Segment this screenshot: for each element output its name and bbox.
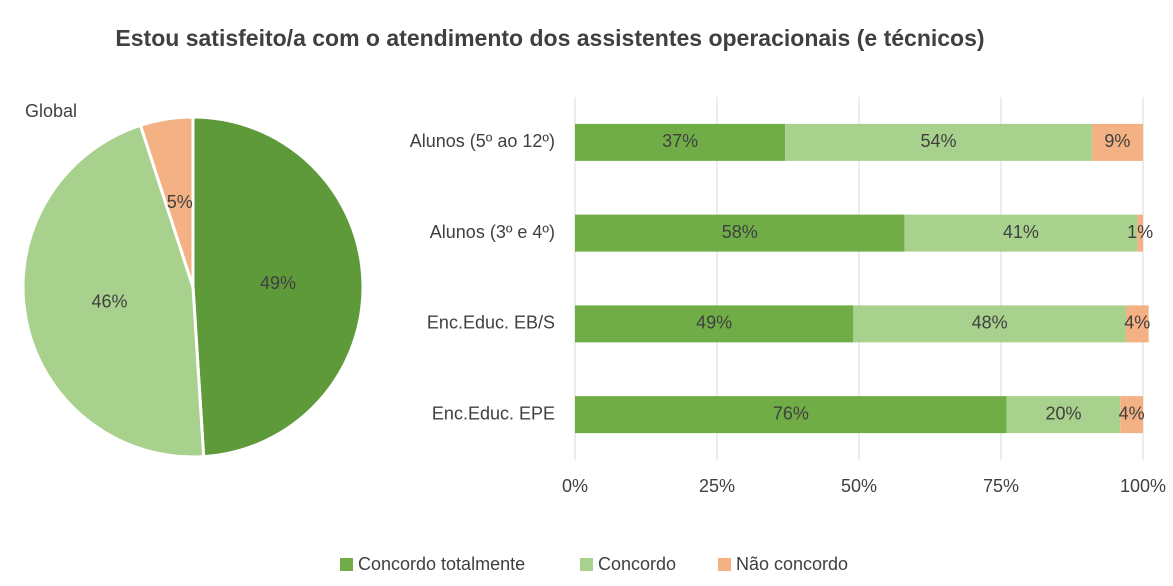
bar-segment	[1091, 123, 1143, 161]
data-label: 76%	[773, 403, 809, 423]
y-tick-label: Alunos (3º e 4º)	[430, 222, 555, 242]
y-tick-label: Enc.Educ. EB/S	[427, 313, 555, 333]
data-label: 54%	[921, 131, 957, 151]
data-label: 58%	[722, 222, 758, 242]
data-label: 46%	[91, 292, 127, 312]
data-label: 4%	[1119, 403, 1145, 423]
y-tick-label: Alunos (5º ao 12º)	[410, 131, 555, 151]
data-label: 9%	[1104, 131, 1130, 151]
x-tick-label: 75%	[983, 476, 1019, 496]
pie-title: Global	[25, 101, 77, 121]
pie-slice	[21, 123, 206, 459]
bar-segment	[904, 214, 1138, 252]
bar-segment	[575, 396, 1007, 434]
data-label: 1%	[1127, 222, 1153, 242]
bar-segment	[853, 305, 1126, 343]
data-label: 5%	[167, 192, 193, 212]
pie-slice	[191, 115, 365, 459]
legend-label: Concordo totalmente	[358, 554, 525, 574]
data-label: 41%	[1003, 222, 1039, 242]
bar-segment	[1137, 214, 1143, 252]
bar-segment	[575, 214, 905, 252]
bar-segment	[575, 123, 786, 161]
data-label: 49%	[696, 313, 732, 333]
legend-label: Concordo	[598, 554, 676, 574]
pie-slice	[138, 115, 195, 288]
bar-segment	[575, 305, 854, 343]
bar-segment	[1125, 305, 1149, 343]
chart-title: Estou satisfeito/a com o atendimento dos…	[115, 25, 985, 51]
legend-swatch	[340, 558, 353, 571]
data-label: 48%	[972, 313, 1008, 333]
x-tick-label: 25%	[699, 476, 735, 496]
x-tick-label: 100%	[1120, 476, 1166, 496]
y-tick-label: Enc.Educ. EPE	[432, 403, 555, 423]
data-label: 20%	[1045, 403, 1081, 423]
x-tick-label: 50%	[841, 476, 877, 496]
bar-segment	[1120, 396, 1143, 434]
legend-swatch	[718, 558, 731, 571]
data-label: 4%	[1124, 313, 1150, 333]
data-label: 37%	[662, 131, 698, 151]
bar-segment	[1006, 396, 1121, 434]
legend-swatch	[580, 558, 593, 571]
x-tick-label: 0%	[562, 476, 588, 496]
legend-label: Não concordo	[736, 554, 848, 574]
data-label: 49%	[260, 273, 296, 293]
bar-segment	[785, 123, 1092, 161]
